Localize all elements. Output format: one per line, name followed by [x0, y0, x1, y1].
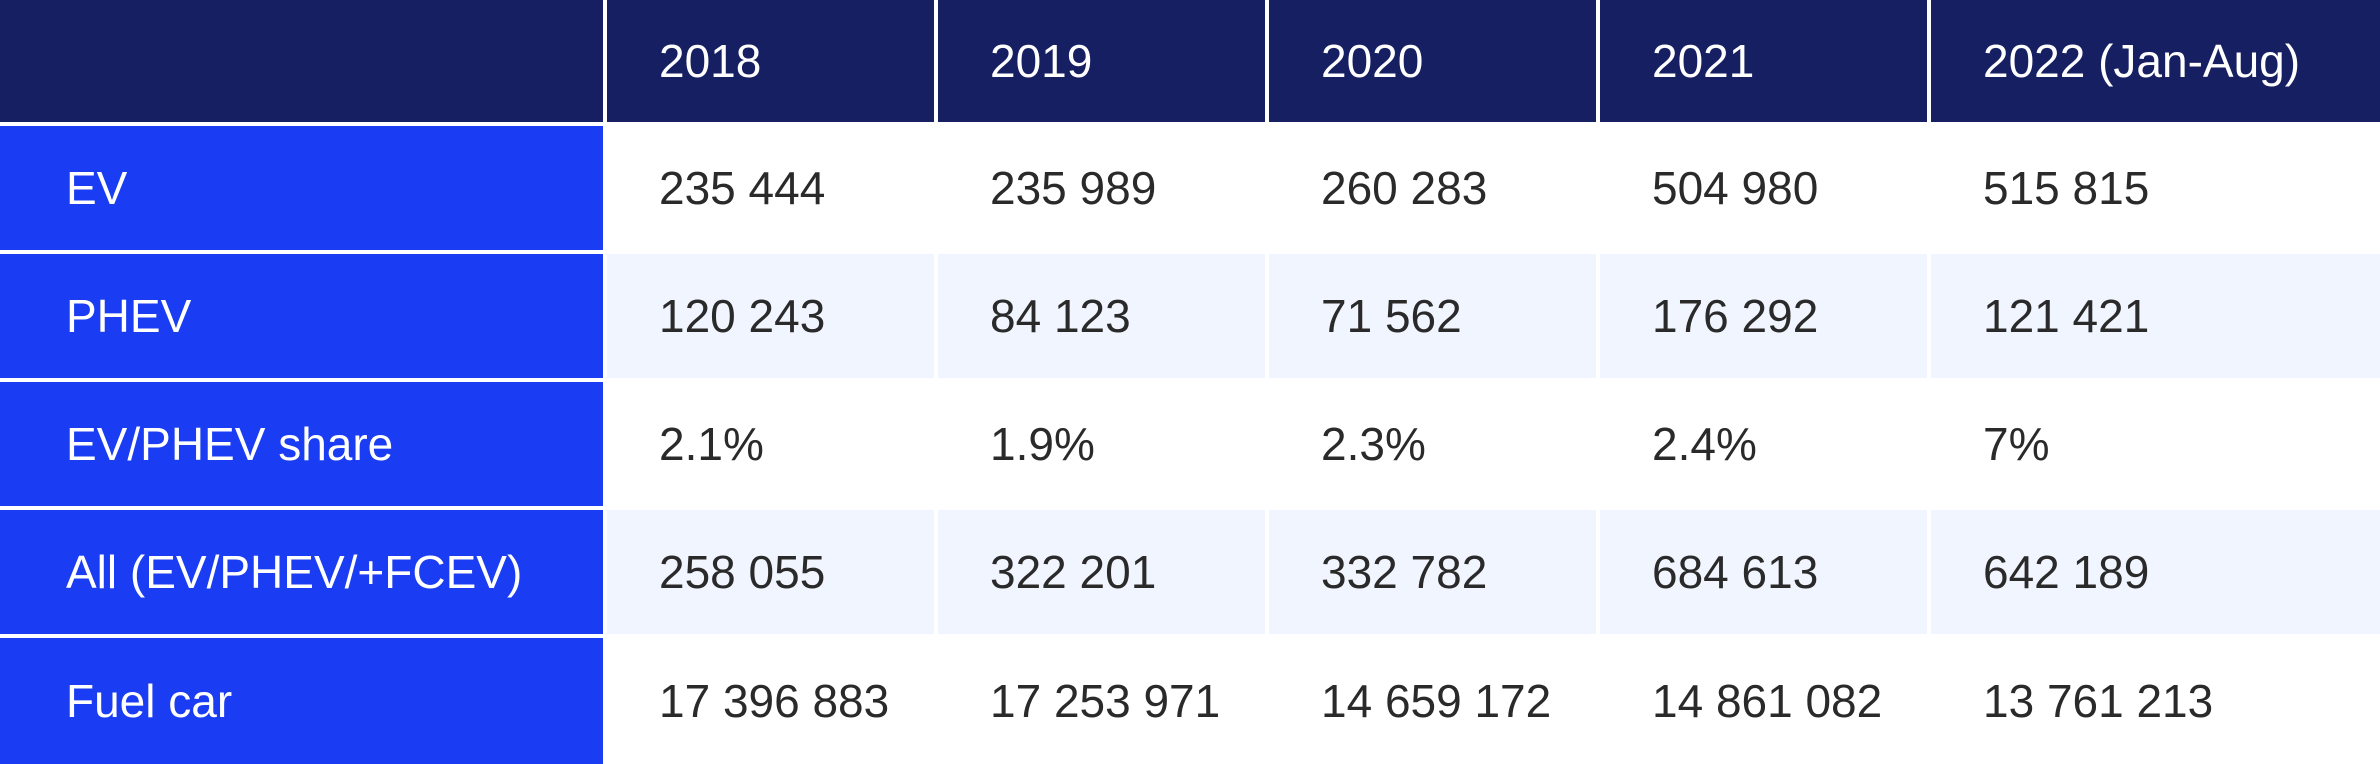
table-row-all: All (EV/PHEV/+FCEV) 258 055 322 201 332 … — [0, 506, 2380, 636]
table-cell: 121 421 — [1929, 250, 2380, 380]
row-label: Fuel car — [0, 634, 607, 764]
header-2021: 2021 — [1598, 0, 1931, 124]
table-row-phev: PHEV 120 243 84 123 71 562 176 292 121 4… — [0, 250, 2380, 380]
table-cell: 332 782 — [1267, 506, 1600, 636]
header-corner — [0, 0, 607, 124]
table-cell: 2.3% — [1267, 378, 1600, 508]
table-cell: 84 123 — [936, 250, 1269, 380]
row-label: EV — [0, 122, 607, 252]
table-cell: 684 613 — [1598, 506, 1931, 636]
header-2019: 2019 — [936, 0, 1269, 124]
table-cell: 258 055 — [605, 506, 938, 636]
table-row-share: EV/PHEV share 2.1% 1.9% 2.3% 2.4% 7% — [0, 378, 2380, 508]
table-cell: 504 980 — [1598, 122, 1931, 252]
table-row-fuel: Fuel car 17 396 883 17 253 971 14 659 17… — [0, 634, 2380, 764]
header-2022: 2022 (Jan-Aug) — [1929, 0, 2380, 124]
header-2018: 2018 — [605, 0, 938, 124]
table-cell: 235 444 — [605, 122, 938, 252]
table-cell: 260 283 — [1267, 122, 1600, 252]
table-cell: 322 201 — [936, 506, 1269, 636]
row-label: EV/PHEV share — [0, 378, 607, 508]
row-label: PHEV — [0, 250, 607, 380]
table-cell: 120 243 — [605, 250, 938, 380]
table-cell: 235 989 — [936, 122, 1269, 252]
table-cell: 14 861 082 — [1598, 634, 1931, 764]
table-cell: 1.9% — [936, 378, 1269, 508]
table-cell: 176 292 — [1598, 250, 1931, 380]
table-cell: 2.1% — [605, 378, 938, 508]
table-cell: 7% — [1929, 378, 2380, 508]
table-cell: 2.4% — [1598, 378, 1931, 508]
header-row: 2018 2019 2020 2021 2022 (Jan-Aug) — [0, 0, 2380, 124]
table-row-ev: EV 235 444 235 989 260 283 504 980 515 8… — [0, 122, 2380, 252]
table-cell: 71 562 — [1267, 250, 1600, 380]
row-label: All (EV/PHEV/+FCEV) — [0, 506, 607, 636]
table-cell: 515 815 — [1929, 122, 2380, 252]
table-cell: 13 761 213 — [1929, 634, 2380, 764]
table-cell: 17 396 883 — [605, 634, 938, 764]
header-2020: 2020 — [1267, 0, 1600, 124]
table-cell: 14 659 172 — [1267, 634, 1600, 764]
table-cell: 642 189 — [1929, 506, 2380, 636]
table-cell: 17 253 971 — [936, 634, 1269, 764]
